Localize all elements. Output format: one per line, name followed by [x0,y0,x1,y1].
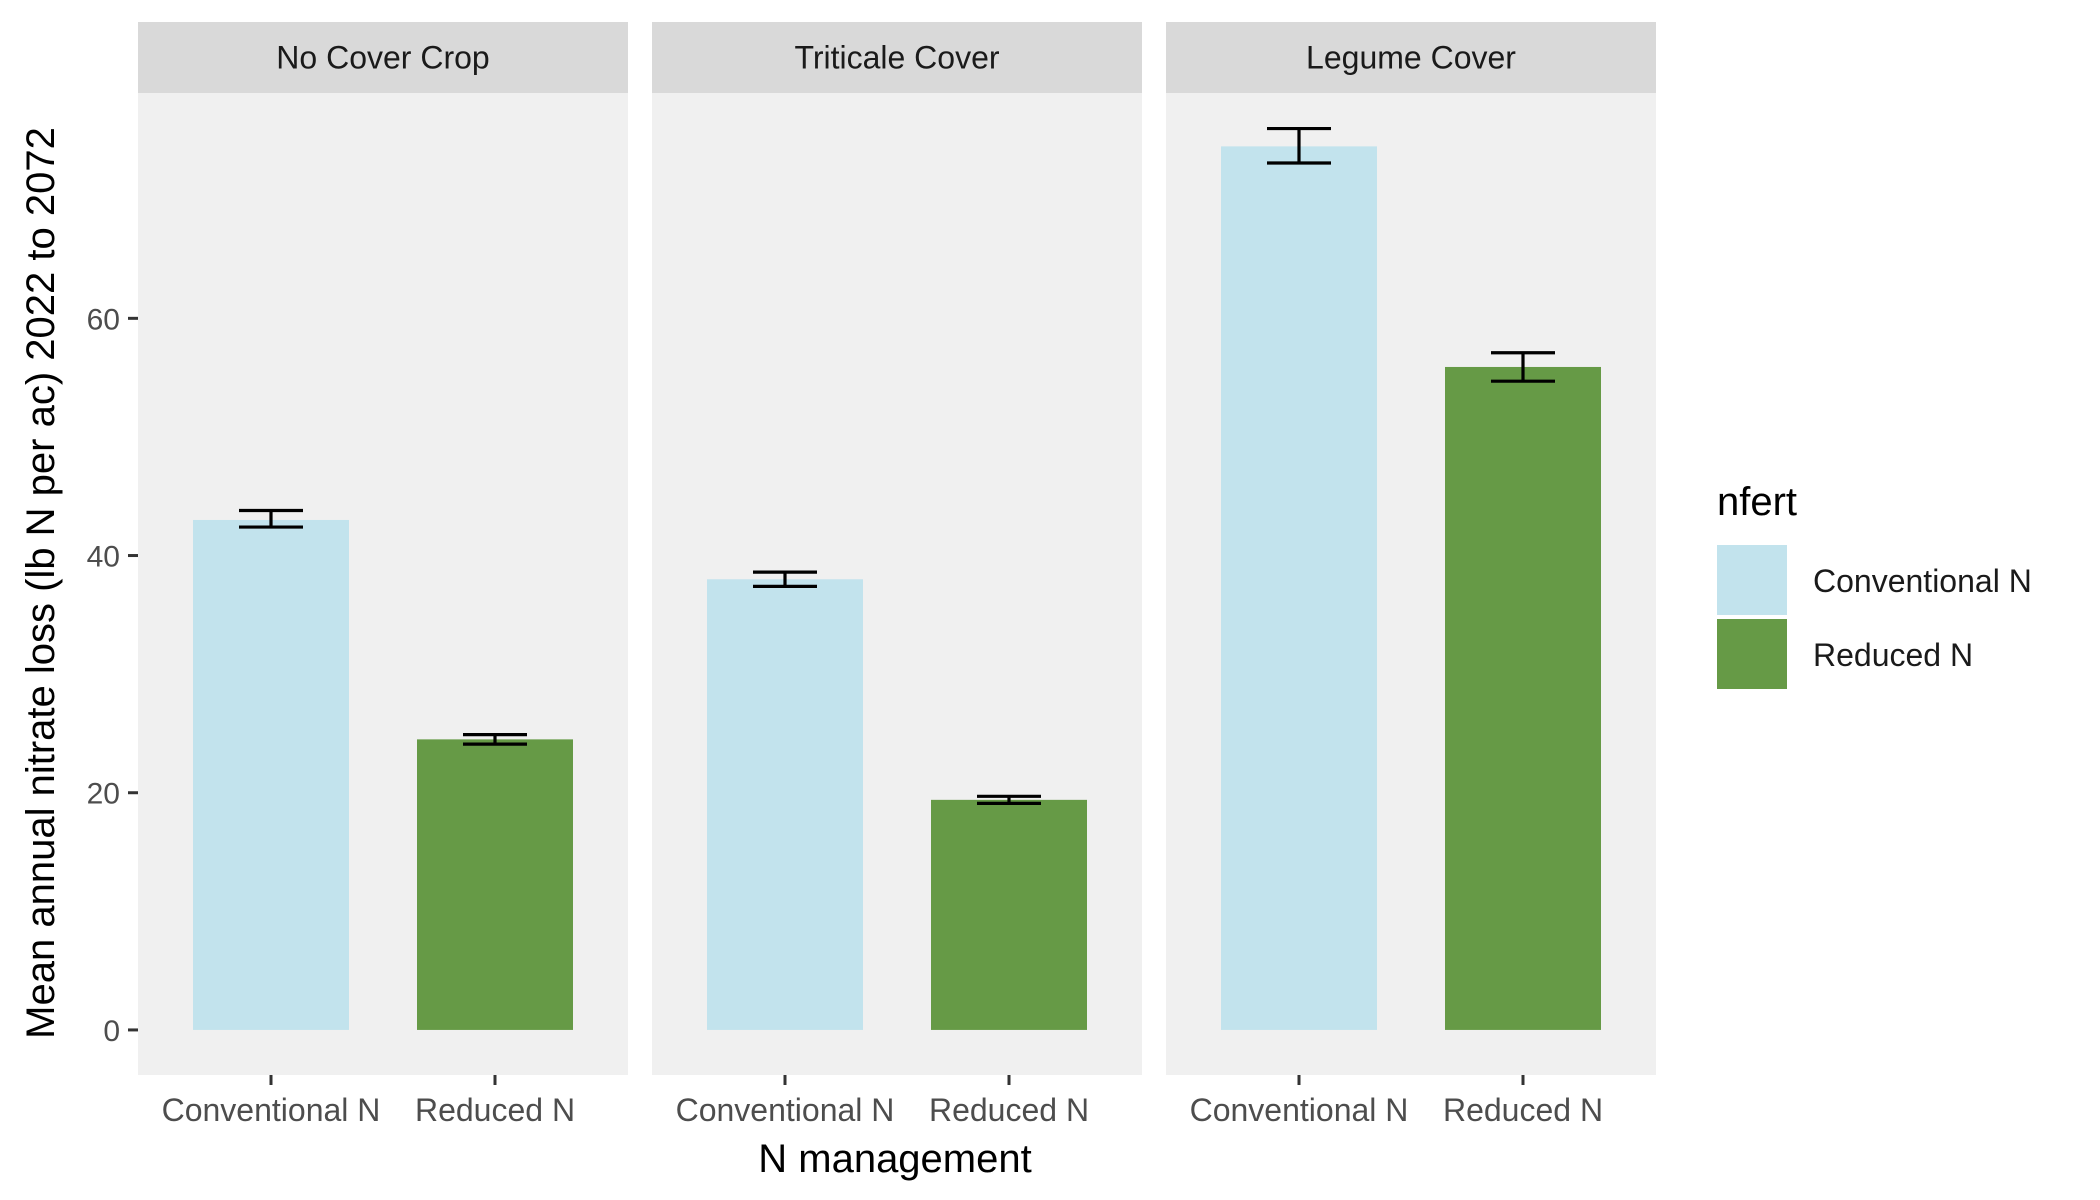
panel-triticale-cover: Triticale Cover Conventional N Reduced N [652,22,1142,1128]
y-tick-label: 0 [103,1015,120,1048]
error-bar [977,794,1041,806]
error-bar [1267,126,1331,165]
legend-title: nfert [1717,480,1797,524]
x-tick-label: Reduced N [415,1092,575,1128]
facet-strip [138,22,628,93]
error-bar [463,733,527,746]
bar-conventional-n [193,519,349,1030]
y-axis: 0 20 40 60 [87,303,138,1048]
x-tick-label: Conventional N [676,1092,895,1128]
facet-label: No Cover Crop [276,40,489,76]
x-tick-label: Conventional N [162,1092,381,1128]
bar-conventional-n [1221,146,1377,1030]
y-axis-title: Mean annual nitrate loss (lb N per ac) 2… [19,127,63,1039]
facet-strip [652,22,1142,93]
x-tick-label: Reduced N [929,1092,1089,1128]
error-bar [753,570,817,588]
bar-reduced-n [931,799,1087,1030]
panel-legume-cover: Legume Cover Conventional N Reduced N [1166,22,1656,1128]
x-tick-label: Reduced N [1443,1092,1603,1128]
y-tick-label: 60 [87,303,120,336]
legend: nfert Conventional N Reduced N [1717,480,2032,689]
y-tick-label: 40 [87,541,120,574]
legend-label-conventional-n: Conventional N [1813,563,2032,599]
legend-label-reduced-n: Reduced N [1813,637,1973,673]
legend-key-conventional-n [1717,545,1787,615]
legend-key-reduced-n [1717,619,1787,689]
bar-conventional-n [707,579,863,1030]
x-axis-title: N management [758,1137,1031,1181]
facet-label: Legume Cover [1306,40,1516,76]
y-tick-label: 20 [87,778,120,811]
bar-reduced-n [417,739,573,1030]
bar-reduced-n [1445,366,1601,1030]
error-bar [1491,351,1555,383]
facet-label: Triticale Cover [794,40,999,76]
error-bar [239,508,303,529]
panel-no-cover-crop: No Cover Crop Conventional N Reduced N [138,22,628,1128]
x-tick-label: Conventional N [1190,1092,1409,1128]
facet-strip [1166,22,1656,93]
